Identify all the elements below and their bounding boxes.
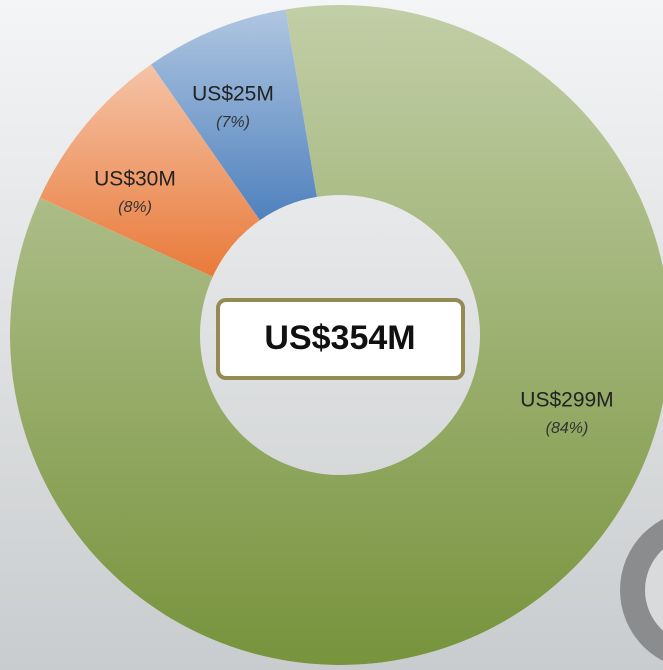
value-label: US$25M [192,83,274,106]
percentage-label: (84%) [546,420,589,437]
value-label: US$30M [94,168,176,191]
donut-slice [39,64,260,277]
percentage-label: (7%) [216,114,250,131]
donut-slice [151,9,317,221]
percentage-label: (8%) [118,199,152,216]
decoration [645,549,663,631]
decoration [620,519,663,661]
total-label: US$354M [264,319,415,357]
donut-slice [10,5,663,665]
donut [10,5,663,665]
total-box [216,298,465,380]
value-label: US$299M [520,389,613,412]
